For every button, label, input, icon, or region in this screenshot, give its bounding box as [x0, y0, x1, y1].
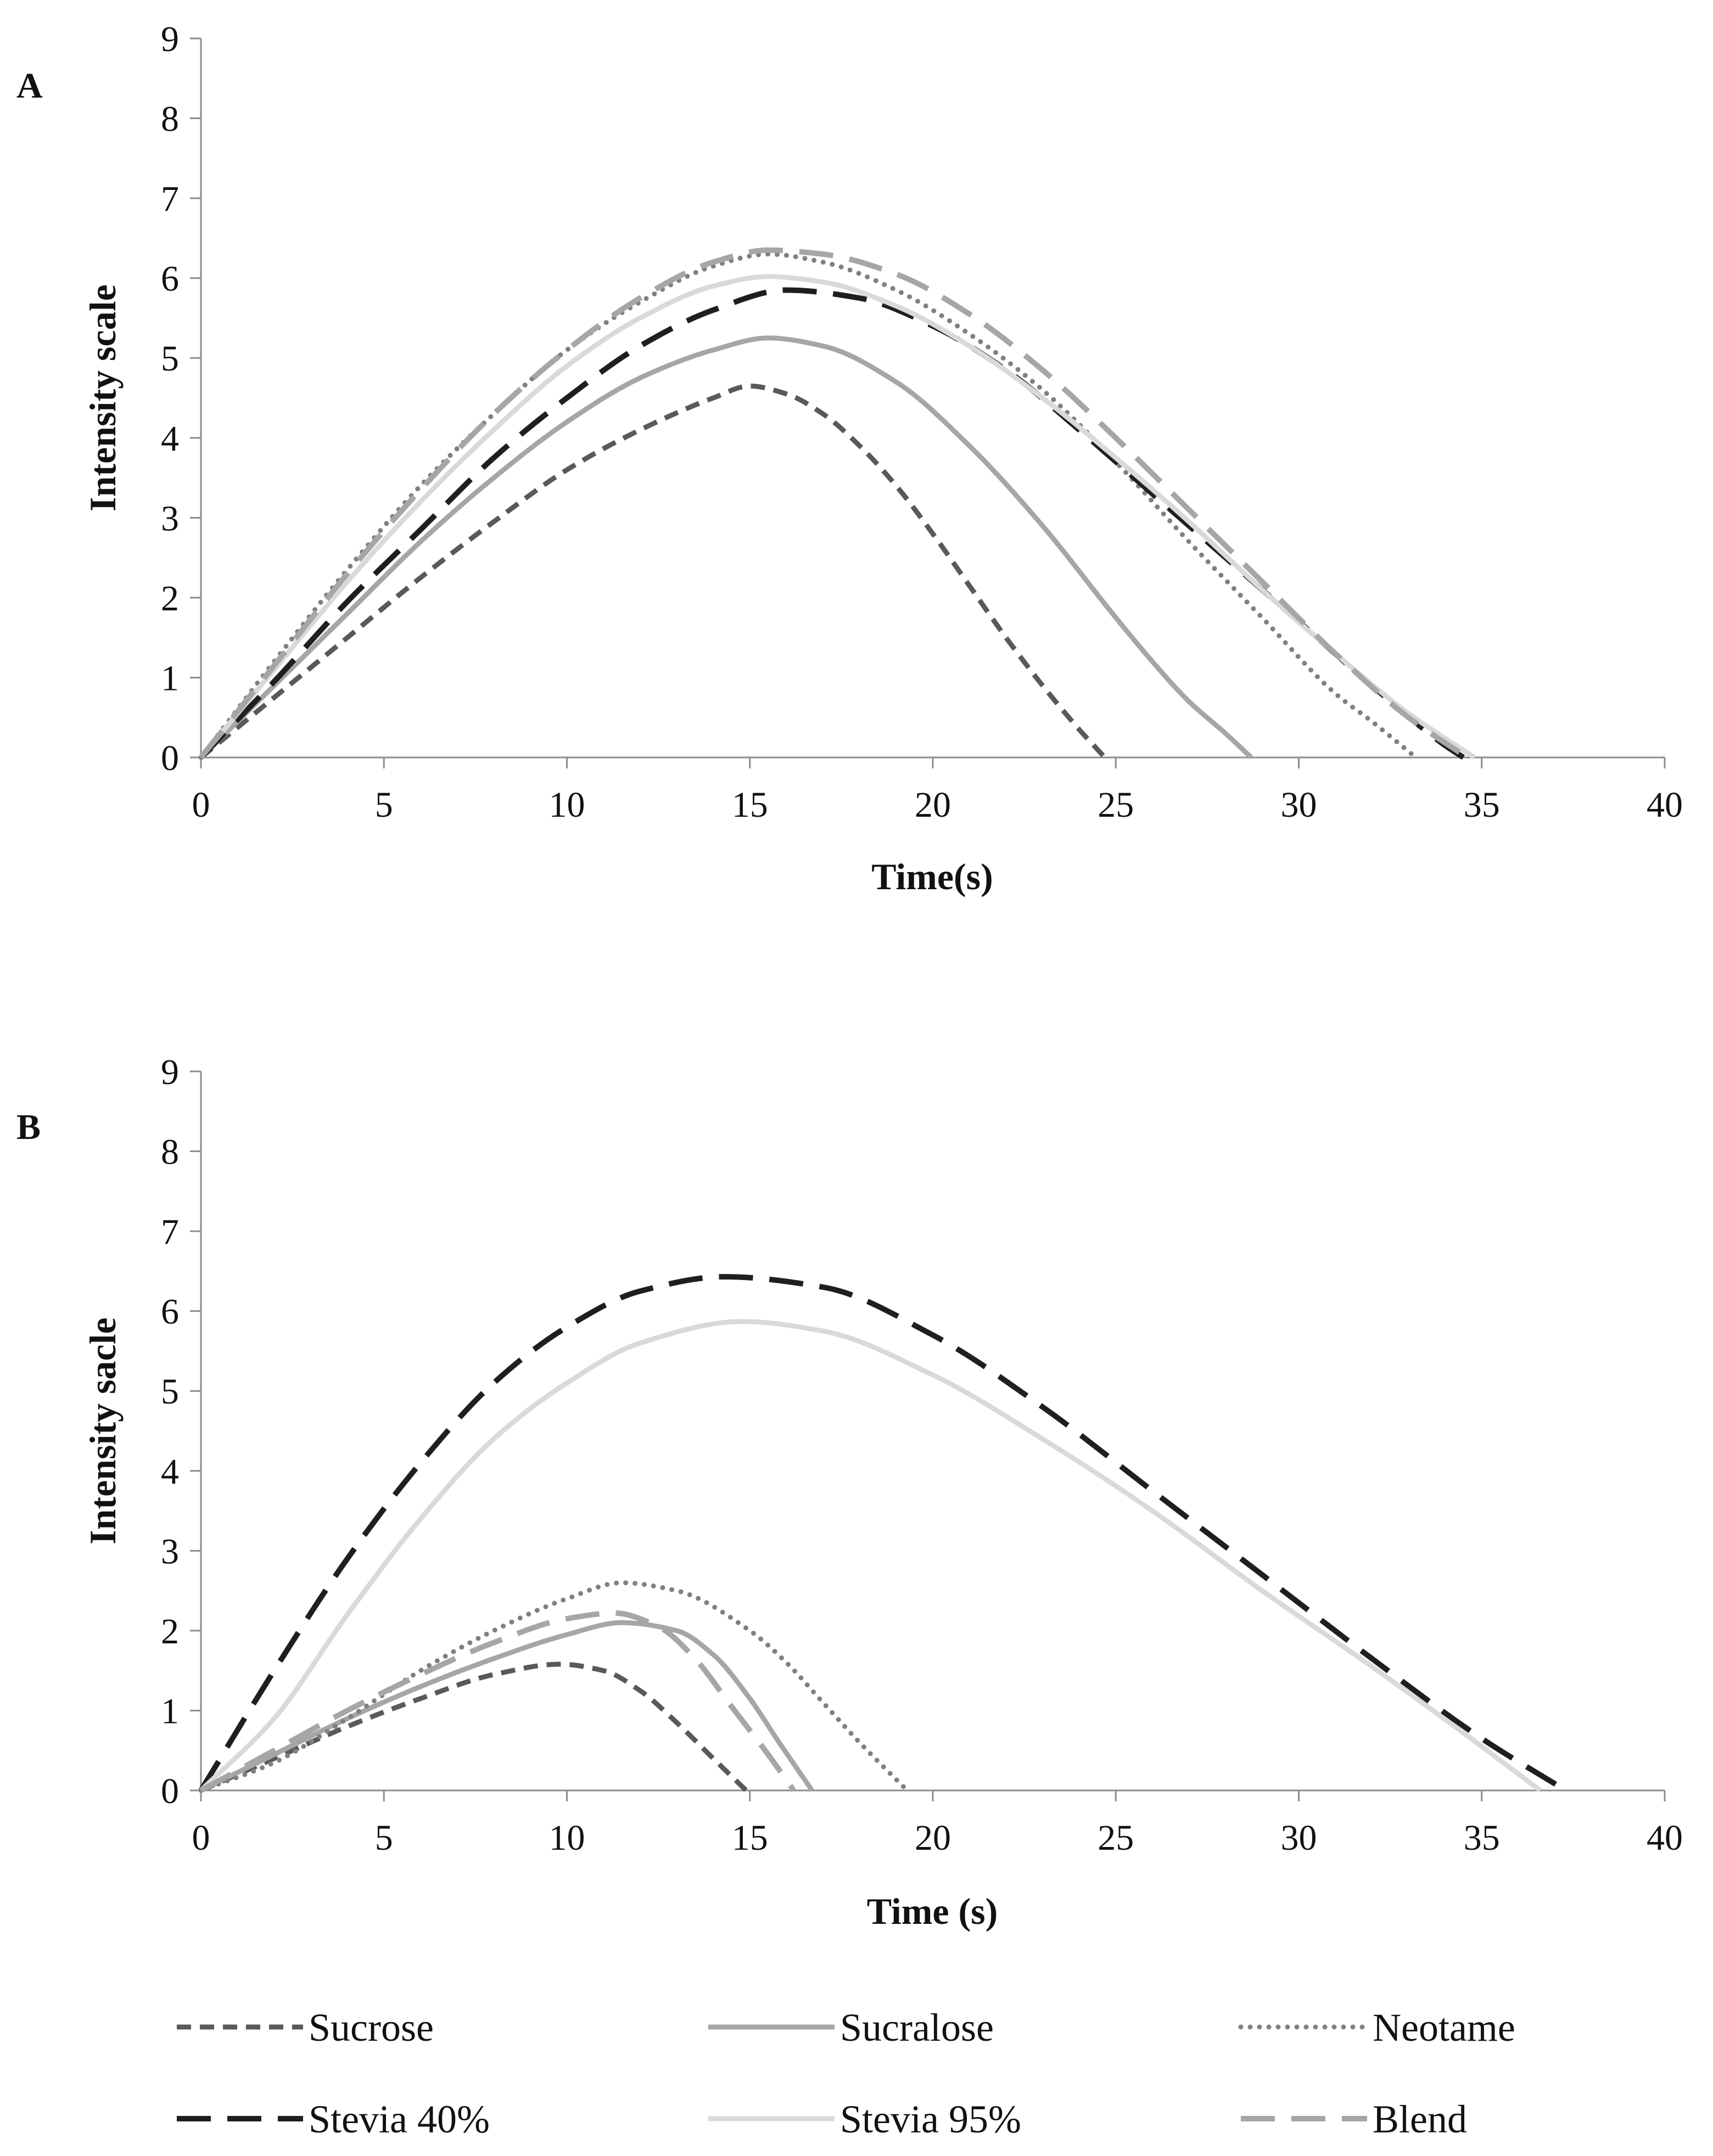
x-tick-label-b: 0 — [192, 1818, 210, 1858]
series-line-b-sucralose — [200, 1620, 814, 1793]
x-tick-label-b: 25 — [1098, 1818, 1134, 1858]
y-tick-label-b: 4 — [161, 1452, 179, 1492]
x-tick-label-a: 40 — [1647, 785, 1683, 825]
series-line-a-neotame — [198, 251, 1419, 760]
y-tick-label-b: 2 — [161, 1612, 179, 1652]
legend-item-blend: Blend — [1241, 2097, 1467, 2141]
x-tick-label-b: 15 — [732, 1818, 768, 1858]
legend-label-stevia-40: Stevia 40% — [309, 2097, 490, 2141]
legend-item-sucrose: Sucrose — [177, 2006, 434, 2050]
x-tick-label-a: 25 — [1098, 785, 1134, 825]
y-tick-label-a: 7 — [161, 179, 179, 219]
series-line-a-sucrose — [199, 383, 1107, 760]
plot-area-a: 0 1 2 3 4 5 6 7 8 9 0 5 10 15 20 25 30 35 40 — [161, 19, 1683, 825]
y-tick-label-a: 6 — [161, 259, 179, 299]
y-axis-title-a: Intensity scale — [82, 284, 124, 512]
legend-label-blend: Blend — [1373, 2097, 1467, 2141]
x-tick-label-b: 10 — [549, 1818, 585, 1858]
panel-b: B 0 1 2 3 4 5 6 7 8 9 0 5 10 15 20 25 30 35 40 Time (s) In… — [16, 1052, 1683, 1932]
series-line-a-stevia-40 — [199, 287, 1465, 760]
y-tick-label-b: 0 — [161, 1771, 179, 1811]
panel-a-letter: A — [16, 66, 43, 106]
y-tick-label-b: 5 — [161, 1372, 179, 1412]
series-line-b-stevia-95 — [199, 1319, 1542, 1793]
y-tick-label-a: 4 — [161, 419, 179, 459]
legend-label-sucrose: Sucrose — [309, 2006, 434, 2050]
x-tick-label-a: 30 — [1281, 785, 1317, 825]
plot-area-b: 0 1 2 3 4 5 6 7 8 9 0 5 10 15 20 25 30 35 40 — [161, 1052, 1683, 1858]
legend-label-neotame: Neotame — [1373, 2006, 1515, 2050]
x-tick-label-b: 20 — [915, 1818, 951, 1858]
series-line-b-sucrose — [200, 1661, 748, 1793]
x-tick-label-b: 35 — [1464, 1818, 1500, 1858]
y-tick-label-a: 8 — [161, 99, 179, 139]
legend-item-sucralose: Sucralose — [708, 2006, 994, 2050]
y-tick-label-b: 1 — [161, 1691, 179, 1731]
x-axis-title-a: Time(s) — [871, 856, 993, 897]
series-line-a-blend — [199, 247, 1469, 760]
y-axis-title-b: Intensity sacle — [82, 1317, 124, 1545]
legend-label-stevia-95: Stevia 95% — [840, 2097, 1021, 2141]
y-tick-label-a: 3 — [161, 498, 179, 538]
series-line-b-blend — [199, 1610, 796, 1793]
x-tick-label-a: 5 — [375, 785, 393, 825]
x-tick-label-a: 0 — [192, 785, 210, 825]
series-line-a-stevia-95 — [199, 274, 1476, 760]
y-tick-label-b: 8 — [161, 1132, 179, 1172]
x-axis-title-b: Time (s) — [867, 1890, 998, 1932]
legend-item-neotame: Neotame — [1238, 2006, 1515, 2050]
legend-item-stevia-40: Stevia 40% — [177, 2097, 490, 2141]
y-tick-label-a: 0 — [161, 738, 179, 778]
panel-b-letter: B — [16, 1107, 41, 1147]
x-tick-label-a: 35 — [1464, 785, 1500, 825]
y-tick-label-b: 6 — [161, 1292, 179, 1332]
y-tick-label-a: 1 — [161, 658, 179, 698]
legend-label-sucralose: Sucralose — [840, 2006, 994, 2050]
x-tick-label-a: 10 — [549, 785, 585, 825]
x-tick-label-b: 40 — [1647, 1818, 1683, 1858]
legend-item-stevia-95: Stevia 95% — [708, 2097, 1021, 2141]
series-line-b-stevia-40 — [198, 1274, 1568, 1793]
legend: Sucrose Sucralose Neotame Stevia 40% Stevia … — [177, 2006, 1515, 2141]
x-tick-label-b: 30 — [1281, 1818, 1317, 1858]
x-tick-label-a: 15 — [732, 785, 768, 825]
y-tick-label-b: 3 — [161, 1531, 179, 1571]
y-tick-label-a: 9 — [161, 19, 179, 59]
x-tick-label-a: 20 — [915, 785, 951, 825]
y-tick-label-b: 9 — [161, 1052, 179, 1092]
y-tick-label-a: 2 — [161, 579, 179, 619]
y-tick-label-a: 5 — [161, 339, 179, 379]
y-tick-label-b: 7 — [161, 1212, 179, 1252]
x-tick-label-b: 5 — [375, 1818, 393, 1858]
series-line-b-neotame — [198, 1580, 910, 1793]
panel-a: A 0 1 2 3 4 5 6 7 8 9 0 5 10 15 20 25 30 35 40 Time(s) Int… — [16, 19, 1683, 897]
series-line-a-sucralose — [199, 335, 1253, 760]
